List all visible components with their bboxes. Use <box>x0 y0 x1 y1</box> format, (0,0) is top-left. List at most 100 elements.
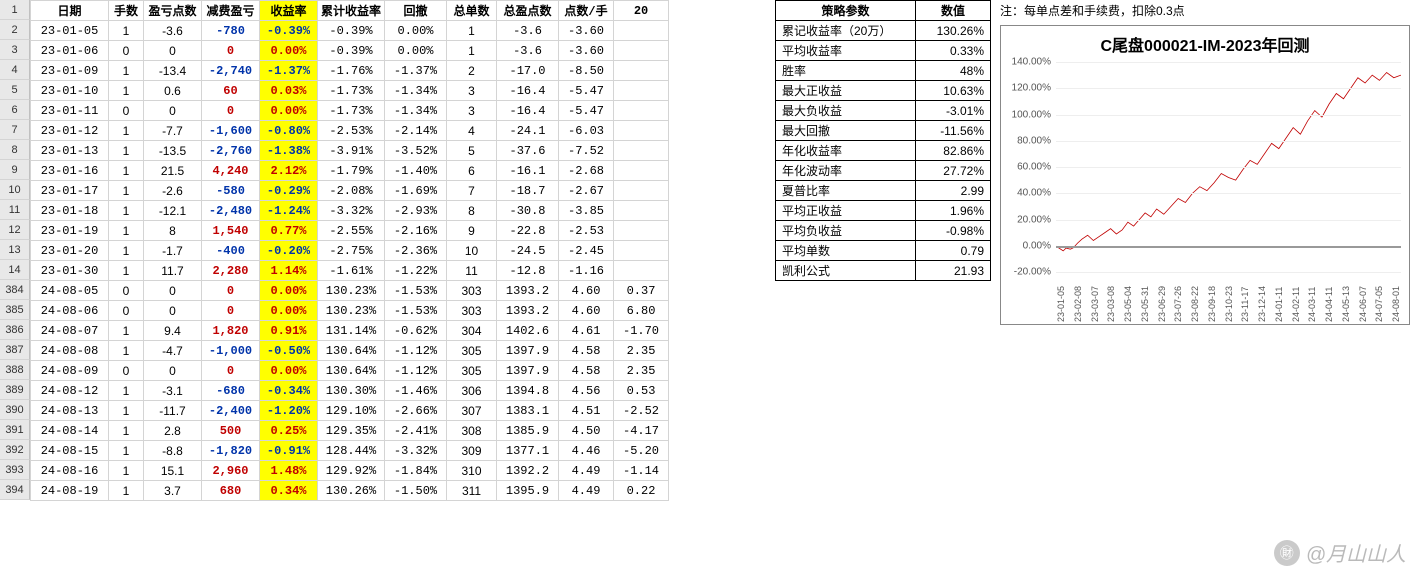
cell[interactable]: -2.14% <box>385 121 447 141</box>
cell[interactable]: -18.7 <box>497 181 559 201</box>
cell[interactable]: 0 <box>202 361 260 381</box>
row-header[interactable]: 6 <box>0 100 30 120</box>
cell[interactable]: -1.24% <box>260 201 318 221</box>
cell[interactable]: 4.49 <box>559 481 614 501</box>
cell[interactable]: 1 <box>109 241 144 261</box>
cell[interactable]: -2.75% <box>318 241 385 261</box>
cell[interactable]: 24-08-08 <box>31 341 109 361</box>
cell[interactable]: -0.39% <box>260 21 318 41</box>
cell[interactable]: -2,400 <box>202 401 260 421</box>
cell[interactable]: 1402.6 <box>497 321 559 341</box>
row-header[interactable]: 386 <box>0 320 30 340</box>
cell[interactable]: 1 <box>109 21 144 41</box>
cell[interactable]: 0 <box>144 301 202 321</box>
cell[interactable]: 24-08-14 <box>31 421 109 441</box>
cell[interactable]: 130.23% <box>318 301 385 321</box>
cell[interactable]: -1.34% <box>385 81 447 101</box>
cell[interactable]: -3.60 <box>559 21 614 41</box>
cell[interactable]: 9.4 <box>144 321 202 341</box>
cell[interactable]: 10 <box>447 241 497 261</box>
cell[interactable]: -1.16 <box>559 261 614 281</box>
cell[interactable]: 0.00% <box>385 21 447 41</box>
cell[interactable]: -1.12% <box>385 341 447 361</box>
row-header[interactable]: 388 <box>0 360 30 380</box>
cell[interactable]: 8 <box>447 201 497 221</box>
cell[interactable]: -11.7 <box>144 401 202 421</box>
row-header[interactable]: 389 <box>0 380 30 400</box>
cell[interactable]: -7.52 <box>559 141 614 161</box>
cell[interactable] <box>614 181 669 201</box>
cell[interactable]: 0.00% <box>260 361 318 381</box>
cell[interactable]: 0 <box>109 281 144 301</box>
cell[interactable]: 0 <box>109 301 144 321</box>
cell[interactable]: 9 <box>447 221 497 241</box>
row-header[interactable]: 3 <box>0 40 30 60</box>
cell[interactable]: 1,820 <box>202 321 260 341</box>
cell[interactable]: -3.6 <box>144 21 202 41</box>
cell[interactable]: -30.8 <box>497 201 559 221</box>
cell[interactable]: 2.35 <box>614 361 669 381</box>
cell[interactable]: 0.91% <box>260 321 318 341</box>
cell[interactable]: -1.76% <box>318 61 385 81</box>
cell[interactable]: -1.7 <box>144 241 202 261</box>
row-header[interactable]: 385 <box>0 300 30 320</box>
cell[interactable]: -3.1 <box>144 381 202 401</box>
row-header[interactable]: 12 <box>0 220 30 240</box>
cell[interactable]: -0.39% <box>318 41 385 61</box>
cell[interactable]: 310 <box>447 461 497 481</box>
cell[interactable]: 0.00% <box>260 41 318 61</box>
cell[interactable]: 2,280 <box>202 261 260 281</box>
cell[interactable]: -1.73% <box>318 101 385 121</box>
cell[interactable]: 23-01-09 <box>31 61 109 81</box>
cell[interactable]: -680 <box>202 381 260 401</box>
cell[interactable] <box>614 41 669 61</box>
cell[interactable] <box>614 121 669 141</box>
cell[interactable]: 0.53 <box>614 381 669 401</box>
cell[interactable]: 4 <box>447 121 497 141</box>
cell[interactable] <box>614 201 669 221</box>
cell[interactable]: -3.6 <box>497 21 559 41</box>
row-header[interactable]: 4 <box>0 60 30 80</box>
cell[interactable]: 1 <box>109 161 144 181</box>
cell[interactable]: -3.91% <box>318 141 385 161</box>
cell[interactable]: 309 <box>447 441 497 461</box>
cell[interactable]: -13.4 <box>144 61 202 81</box>
cell[interactable]: -0.20% <box>260 241 318 261</box>
cell[interactable]: 23-01-13 <box>31 141 109 161</box>
cell[interactable]: 1397.9 <box>497 341 559 361</box>
cell[interactable]: 23-01-10 <box>31 81 109 101</box>
cell[interactable]: 24-08-19 <box>31 481 109 501</box>
cell[interactable]: 3.7 <box>144 481 202 501</box>
cell[interactable]: 23-01-20 <box>31 241 109 261</box>
cell[interactable]: 4.49 <box>559 461 614 481</box>
cell[interactable]: 1.14% <box>260 261 318 281</box>
cell[interactable]: 0 <box>109 41 144 61</box>
cell[interactable]: -0.29% <box>260 181 318 201</box>
row-header[interactable]: 9 <box>0 160 30 180</box>
cell[interactable]: 303 <box>447 301 497 321</box>
cell[interactable]: 1 <box>109 221 144 241</box>
cell[interactable]: 24-08-05 <box>31 281 109 301</box>
cell[interactable]: 24-08-15 <box>31 441 109 461</box>
cell[interactable]: 23-01-18 <box>31 201 109 221</box>
cell[interactable]: 1393.2 <box>497 281 559 301</box>
cell[interactable]: 1395.9 <box>497 481 559 501</box>
cell[interactable]: 1393.2 <box>497 301 559 321</box>
cell[interactable]: -2.66% <box>385 401 447 421</box>
cell[interactable]: 23-01-19 <box>31 221 109 241</box>
cell[interactable]: -580 <box>202 181 260 201</box>
cell[interactable]: 4.58 <box>559 341 614 361</box>
cell[interactable]: 4.51 <box>559 401 614 421</box>
row-header[interactable]: 5 <box>0 80 30 100</box>
cell[interactable]: 0 <box>109 101 144 121</box>
cell[interactable]: 2.35 <box>614 341 669 361</box>
cell[interactable]: -2.52 <box>614 401 669 421</box>
cell[interactable]: -2.53% <box>318 121 385 141</box>
cell[interactable]: -22.8 <box>497 221 559 241</box>
cell[interactable]: -12.1 <box>144 201 202 221</box>
cell[interactable]: -2.68 <box>559 161 614 181</box>
cell[interactable]: -2.36% <box>385 241 447 261</box>
cell[interactable]: 129.92% <box>318 461 385 481</box>
cell[interactable]: 306 <box>447 381 497 401</box>
cell[interactable]: 0 <box>144 101 202 121</box>
